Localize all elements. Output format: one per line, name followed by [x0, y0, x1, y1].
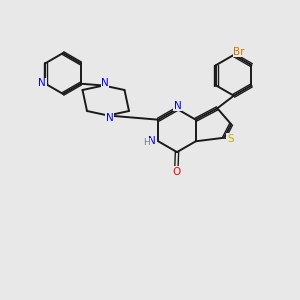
Text: N: N	[38, 78, 46, 88]
Text: S: S	[227, 134, 233, 144]
Text: N: N	[101, 78, 109, 88]
Text: O: O	[172, 167, 181, 177]
Text: H: H	[143, 138, 150, 147]
Text: Br: Br	[233, 47, 245, 57]
Text: N: N	[148, 136, 156, 146]
Text: N: N	[174, 101, 182, 111]
Text: N: N	[106, 113, 113, 123]
